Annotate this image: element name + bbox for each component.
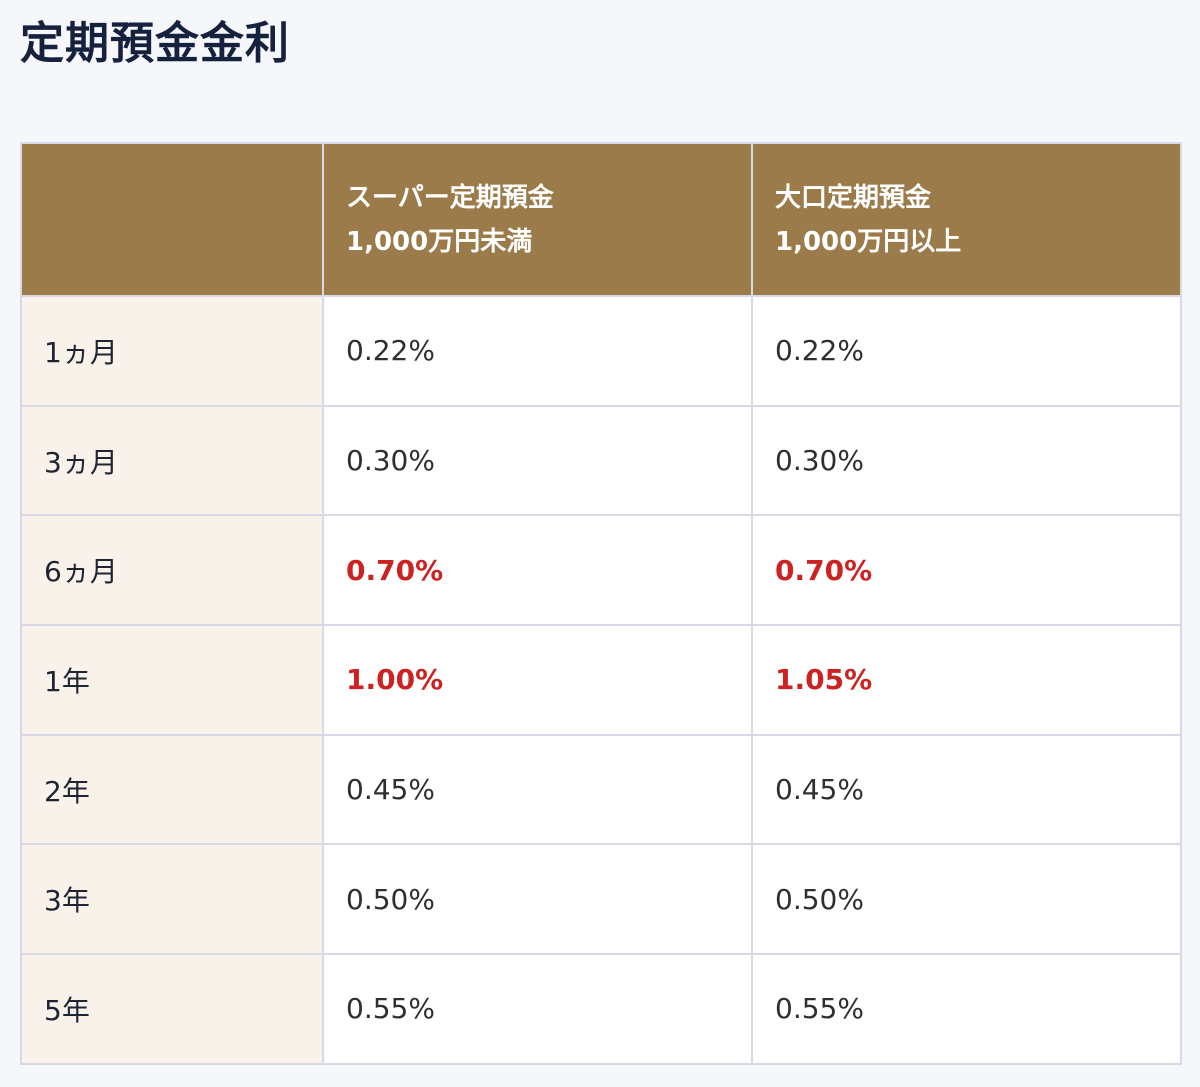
large-rate-cell: 0.30% bbox=[751, 404, 1182, 517]
table-row: 1ヵ月 0.22% 0.22% bbox=[20, 295, 1182, 407]
table-row: 6ヵ月 0.70% 0.70% bbox=[20, 514, 1182, 627]
header-large-deposit-name: 大口定期預金 bbox=[775, 182, 932, 213]
table-row: 1年 1.00% 1.05% bbox=[20, 624, 1182, 736]
super-rate-cell: 1.00% bbox=[322, 624, 753, 736]
header-super-deposit-name: スーパー定期預金 bbox=[346, 182, 554, 213]
term-cell: 5年 bbox=[20, 953, 324, 1065]
large-rate-cell: 0.70% bbox=[751, 514, 1182, 627]
table-row: 3年 0.50% 0.50% bbox=[20, 843, 1182, 956]
header-large-deposit-amount: 1,000万円以上 bbox=[775, 226, 962, 257]
interest-rate-table: スーパー定期預金 1,000万円未満 大口定期預金 1,000万円以上 1ヵ月 … bbox=[20, 142, 1182, 1065]
page-title: 定期預金金利 bbox=[20, 18, 290, 69]
term-cell: 3年 bbox=[20, 843, 324, 956]
super-rate-cell: 0.45% bbox=[322, 733, 753, 846]
super-rate-cell: 0.50% bbox=[322, 843, 753, 956]
large-rate-cell: 0.45% bbox=[751, 733, 1182, 846]
large-rate-cell: 0.22% bbox=[751, 295, 1182, 407]
term-cell: 1年 bbox=[20, 624, 324, 736]
table-row: 2年 0.45% 0.45% bbox=[20, 733, 1182, 846]
table-header-row: スーパー定期預金 1,000万円未満 大口定期預金 1,000万円以上 bbox=[20, 142, 1182, 297]
large-rate-cell: 0.55% bbox=[751, 953, 1182, 1065]
table-row: 3ヵ月 0.30% 0.30% bbox=[20, 404, 1182, 517]
term-cell: 3ヵ月 bbox=[20, 404, 324, 517]
header-term-cell bbox=[20, 142, 324, 297]
table-row: 5年 0.55% 0.55% bbox=[20, 953, 1182, 1065]
large-rate-cell: 0.50% bbox=[751, 843, 1182, 956]
term-cell: 2年 bbox=[20, 733, 324, 846]
header-super-deposit: スーパー定期預金 1,000万円未満 bbox=[322, 142, 753, 297]
term-cell: 6ヵ月 bbox=[20, 514, 324, 627]
super-rate-cell: 0.30% bbox=[322, 404, 753, 517]
large-rate-cell: 1.05% bbox=[751, 624, 1182, 736]
header-large-deposit: 大口定期預金 1,000万円以上 bbox=[751, 142, 1182, 297]
header-super-deposit-amount: 1,000万円未満 bbox=[346, 226, 533, 257]
super-rate-cell: 0.22% bbox=[322, 295, 753, 407]
term-cell: 1ヵ月 bbox=[20, 295, 324, 407]
super-rate-cell: 0.70% bbox=[322, 514, 753, 627]
super-rate-cell: 0.55% bbox=[322, 953, 753, 1065]
